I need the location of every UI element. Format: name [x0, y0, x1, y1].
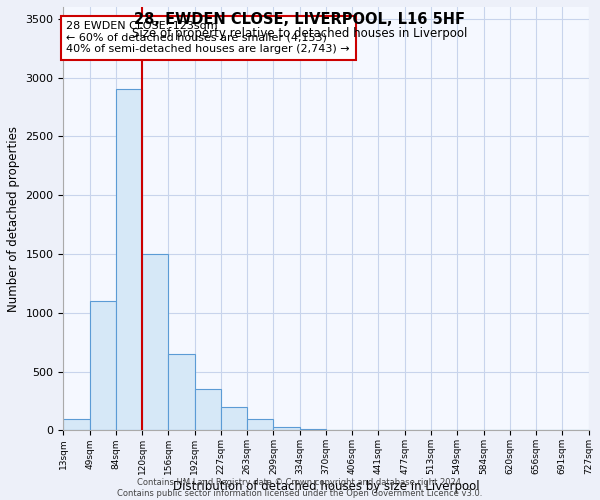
Bar	[169, 354, 194, 430]
Text: 28, EWDEN CLOSE, LIVERPOOL, L16 5HF: 28, EWDEN CLOSE, LIVERPOOL, L16 5HF	[134, 12, 466, 28]
Text: Size of property relative to detached houses in Liverpool: Size of property relative to detached ho…	[133, 28, 467, 40]
Bar	[116, 90, 142, 430]
Bar	[194, 390, 221, 430]
X-axis label: Distribution of detached houses by size in Liverpool: Distribution of detached houses by size …	[173, 480, 479, 493]
Bar	[64, 418, 89, 430]
Bar	[142, 254, 169, 430]
Bar	[247, 418, 274, 430]
Text: Contains HM Land Registry data © Crown copyright and database right 2024.
Contai: Contains HM Land Registry data © Crown c…	[118, 478, 482, 498]
Text: 28 EWDEN CLOSE: 123sqm
← 60% of detached houses are smaller (4,153)
40% of semi-: 28 EWDEN CLOSE: 123sqm ← 60% of detached…	[67, 21, 350, 54]
Bar	[221, 407, 247, 430]
Bar	[89, 301, 116, 430]
Bar	[274, 427, 299, 430]
Y-axis label: Number of detached properties: Number of detached properties	[7, 126, 20, 312]
